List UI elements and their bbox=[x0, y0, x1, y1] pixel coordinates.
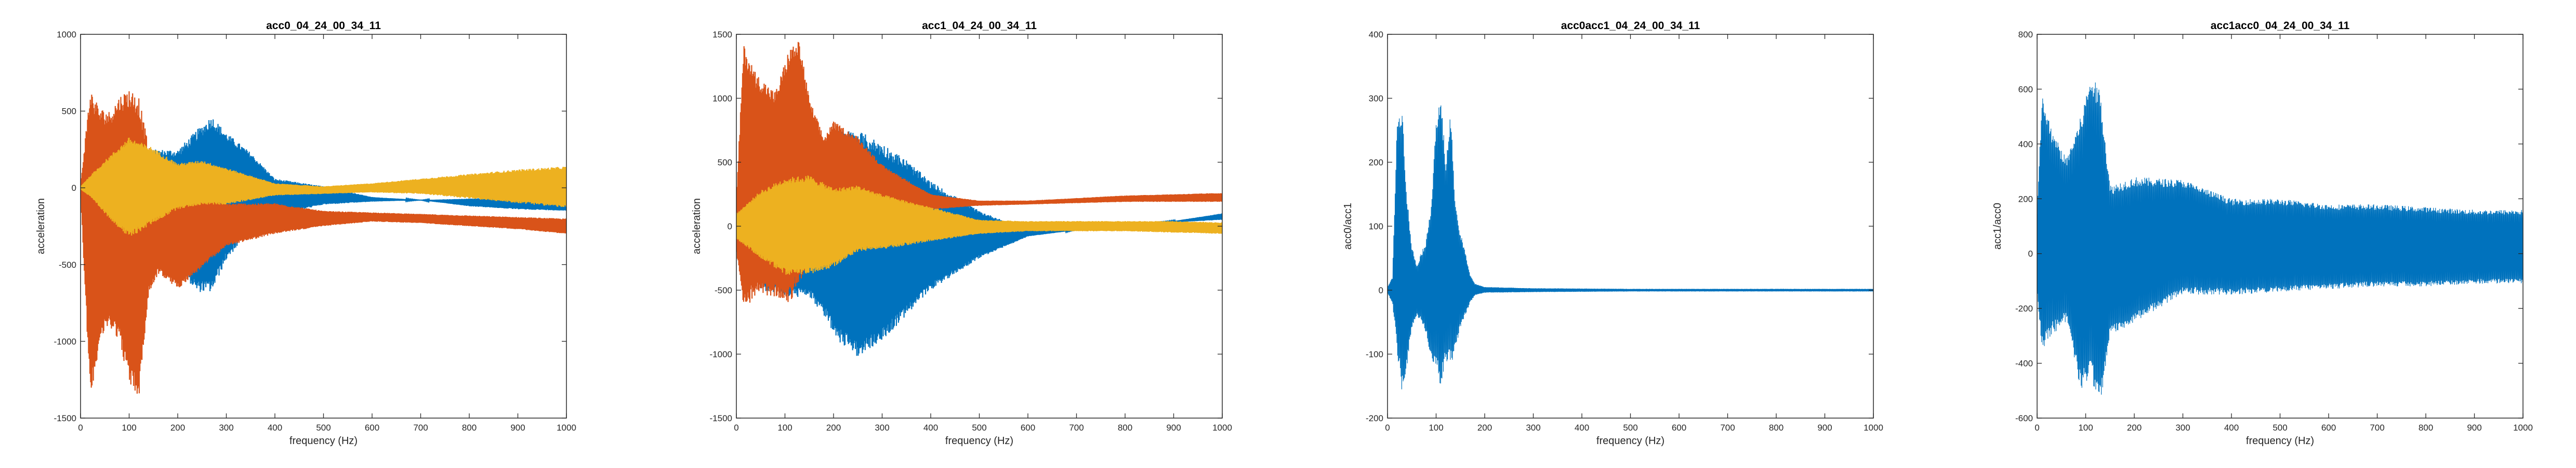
x-tick-label: 400 bbox=[1575, 423, 1589, 433]
y-axis-label: acc0/acc1 bbox=[1342, 203, 1354, 250]
x-tick-label: 800 bbox=[1769, 423, 1784, 433]
x-tick-label: 700 bbox=[1069, 423, 1084, 433]
y-tick-label: -500 bbox=[715, 285, 732, 295]
x-tick-label: 200 bbox=[1477, 423, 1492, 433]
x-tick-label: 200 bbox=[826, 423, 841, 433]
chart-acc0: 0 100 200 300 400 500 600 700 800 900 1000 -1500 -10… bbox=[35, 20, 576, 447]
x-tick-label: 0 bbox=[734, 423, 738, 433]
y-tick-label: -500 bbox=[59, 260, 76, 270]
y-axis-label: acceleration bbox=[35, 198, 47, 254]
x-tick-label: 400 bbox=[2224, 423, 2239, 433]
x-tick-label: 200 bbox=[170, 423, 185, 433]
y-axis-label: acceleration bbox=[691, 198, 703, 254]
y-tick-label: 500 bbox=[718, 158, 732, 167]
x-tick-label: 1000 bbox=[557, 423, 576, 433]
x-tick-label: 600 bbox=[2321, 423, 2336, 433]
x-tick-label: 100 bbox=[777, 423, 792, 433]
chart-title: acc0acc1_04_24_00_34_11 bbox=[1561, 20, 1700, 32]
x-tick-label: 100 bbox=[1429, 423, 1443, 433]
x-tick-label: 1000 bbox=[2513, 423, 2533, 433]
x-tick-label: 400 bbox=[268, 423, 282, 433]
series-0-line bbox=[1388, 105, 1873, 389]
chart-title: acc1acc0_04_24_00_34_11 bbox=[2211, 20, 2350, 32]
x-tick-label: 500 bbox=[2273, 423, 2287, 433]
y-tick-label: 300 bbox=[1369, 94, 1383, 103]
x-tick-label: 500 bbox=[1623, 423, 1637, 433]
x-tick-label: 700 bbox=[2370, 423, 2384, 433]
y-tick-label: -1500 bbox=[54, 413, 76, 423]
y-tick-label: 1000 bbox=[712, 94, 732, 103]
axes-box bbox=[1387, 34, 1874, 419]
y-tick-label: -1500 bbox=[710, 413, 732, 423]
y-tick-label: 400 bbox=[2018, 139, 2033, 149]
x-tick-label: 200 bbox=[2127, 423, 2142, 433]
y-tick-label: 0 bbox=[72, 183, 76, 193]
x-tick-label: 500 bbox=[972, 423, 986, 433]
chart-acc0acc1: 0 100 200 300 400 500 600 700 800 900 1000-200-100… bbox=[1342, 20, 1883, 447]
x-axis-label: frequency (Hz) bbox=[1596, 435, 1665, 447]
chart-title: acc0_04_24_00_34_11 bbox=[266, 20, 381, 32]
y-tick-label: 400 bbox=[1369, 30, 1383, 40]
chart-acc1: 0 100 200 300 400 500 600 700 800 900 1000 -1500 -10… bbox=[691, 20, 1232, 447]
x-tick-label: 900 bbox=[1817, 423, 1832, 433]
y-tick-label: -100 bbox=[1366, 349, 1383, 359]
x-tick-label: 100 bbox=[2078, 423, 2093, 433]
series-2-line bbox=[736, 175, 1222, 275]
y-tick-label: -400 bbox=[2015, 359, 2033, 369]
y-tick-label: -200 bbox=[2015, 304, 2033, 314]
x-tick-label: 0 bbox=[78, 423, 83, 433]
y-tick-label: 600 bbox=[2018, 84, 2033, 94]
x-tick-label: 0 bbox=[1385, 423, 1390, 433]
y-tick-label: 0 bbox=[1379, 285, 1383, 295]
x-tick-label: 600 bbox=[365, 423, 379, 433]
x-tick-label: 700 bbox=[413, 423, 428, 433]
x-tick-label: 600 bbox=[1672, 423, 1686, 433]
x-tick-label: 100 bbox=[122, 423, 136, 433]
x-axis-label: frequency (Hz) bbox=[289, 435, 358, 447]
y-tick-label: 0 bbox=[2028, 249, 2033, 259]
x-tick-label: 0 bbox=[2035, 423, 2039, 433]
y-tick-label: 500 bbox=[62, 107, 76, 116]
x-tick-label: 600 bbox=[1021, 423, 1035, 433]
y-tick-label: 0 bbox=[728, 222, 732, 231]
series-2-line bbox=[81, 137, 566, 236]
y-tick-label: -600 bbox=[2015, 413, 2033, 423]
x-tick-label: 800 bbox=[2419, 423, 2433, 433]
x-tick-label: 400 bbox=[923, 423, 938, 433]
x-tick-label: 900 bbox=[2467, 423, 2481, 433]
x-tick-label: 300 bbox=[875, 423, 889, 433]
x-tick-label: 500 bbox=[316, 423, 331, 433]
y-tick-label: 100 bbox=[1369, 222, 1383, 231]
chart-acc1acc0: 0 100 200 300 400 500 600 700 800 900 1000 -600 -400… bbox=[1992, 20, 2533, 447]
x-tick-label: 300 bbox=[2175, 423, 2190, 433]
x-axis-label: frequency (Hz) bbox=[2246, 435, 2314, 447]
y-tick-label: 200 bbox=[1369, 158, 1383, 167]
y-tick-label: -1000 bbox=[710, 349, 732, 359]
y-tick-label: 800 bbox=[2018, 30, 2033, 40]
y-tick-label: 1000 bbox=[57, 30, 76, 40]
x-tick-label: 700 bbox=[1720, 423, 1735, 433]
y-tick-label: -1000 bbox=[54, 336, 76, 346]
x-axis-label: frequency (Hz) bbox=[945, 435, 1013, 447]
x-tick-label: 1000 bbox=[1212, 423, 1232, 433]
y-axis-label: acc1/acc0 bbox=[1992, 203, 2003, 250]
y-tick-label: 1500 bbox=[712, 30, 732, 40]
x-tick-label: 300 bbox=[219, 423, 233, 433]
chart-title: acc1_04_24_00_34_11 bbox=[922, 20, 1037, 32]
x-tick-label: 800 bbox=[462, 423, 477, 433]
x-tick-label: 900 bbox=[1166, 423, 1181, 433]
x-tick-label: 1000 bbox=[1864, 423, 1883, 433]
x-tick-label: 300 bbox=[1526, 423, 1540, 433]
x-tick-label: 800 bbox=[1118, 423, 1132, 433]
y-tick-label: -200 bbox=[1366, 413, 1383, 423]
series-1-line bbox=[81, 91, 566, 394]
y-tick-label: 200 bbox=[2018, 194, 2033, 204]
series-0-line bbox=[2037, 82, 2523, 395]
x-tick-label: 900 bbox=[510, 423, 525, 433]
